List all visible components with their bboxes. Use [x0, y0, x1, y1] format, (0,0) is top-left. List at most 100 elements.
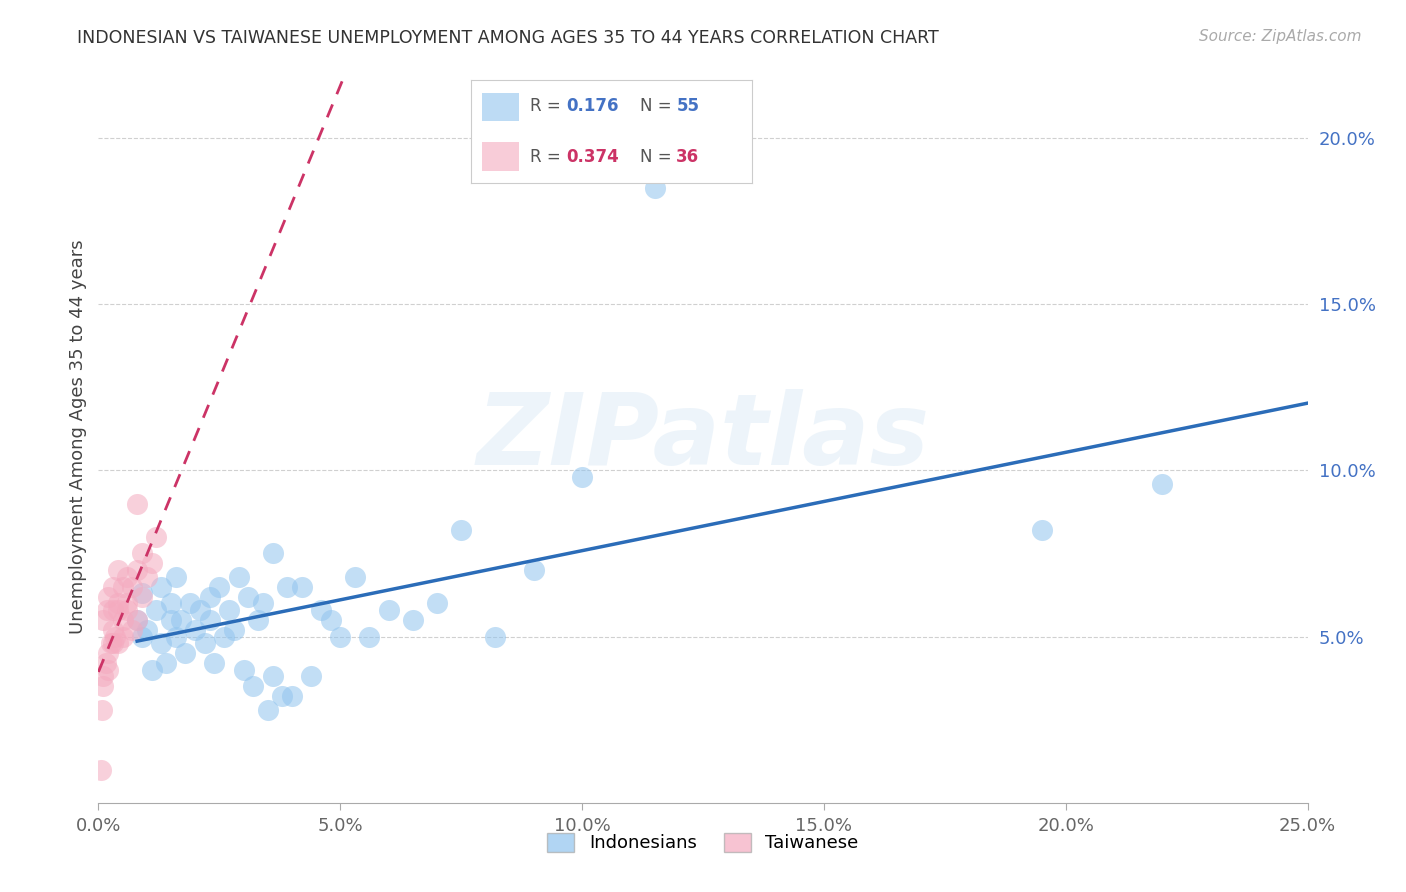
Point: [111, 580, 134, 594]
Point: [212, 630, 235, 644]
Point: [160, 596, 183, 610]
Point: [145, 530, 167, 544]
Point: [127, 497, 149, 511]
Point: [165, 570, 187, 584]
Point: [198, 613, 221, 627]
Point: [329, 630, 352, 644]
Point: [91, 703, 114, 717]
Point: [107, 596, 129, 610]
Point: [135, 623, 157, 637]
Point: [135, 570, 157, 584]
Point: [402, 613, 425, 627]
Point: [238, 590, 260, 604]
Text: 0.374: 0.374: [567, 148, 620, 166]
Point: [256, 703, 278, 717]
Point: [165, 630, 187, 644]
Point: [107, 603, 129, 617]
Point: [247, 613, 270, 627]
Legend: Indonesians, Taiwanese: Indonesians, Taiwanese: [540, 826, 866, 860]
Point: [111, 630, 134, 644]
Point: [160, 613, 183, 627]
Point: [101, 603, 124, 617]
Point: [377, 603, 399, 617]
Text: 36: 36: [676, 148, 699, 166]
Point: [194, 636, 217, 650]
Point: [97, 646, 120, 660]
Point: [174, 646, 197, 660]
Point: [94, 656, 117, 670]
Text: R =: R =: [530, 97, 567, 115]
Point: [96, 603, 118, 617]
Point: [198, 590, 221, 604]
Point: [131, 630, 153, 644]
Point: [155, 656, 177, 670]
Text: 0.176: 0.176: [567, 97, 619, 115]
Point: [100, 636, 122, 650]
Point: [450, 523, 472, 537]
Text: R =: R =: [530, 148, 567, 166]
Point: [101, 623, 124, 637]
Point: [117, 596, 139, 610]
Point: [218, 603, 240, 617]
Point: [242, 680, 264, 694]
Y-axis label: Unemployment Among Ages 35 to 44 years: Unemployment Among Ages 35 to 44 years: [69, 240, 87, 634]
Point: [523, 563, 546, 577]
Point: [90, 763, 112, 777]
Point: [104, 630, 127, 644]
Text: INDONESIAN VS TAIWANESE UNEMPLOYMENT AMONG AGES 35 TO 44 YEARS CORRELATION CHART: INDONESIAN VS TAIWANESE UNEMPLOYMENT AMO…: [77, 29, 939, 46]
Point: [111, 613, 134, 627]
Point: [91, 613, 114, 627]
Point: [208, 580, 231, 594]
Point: [262, 669, 284, 683]
Point: [131, 546, 153, 560]
Point: [97, 590, 120, 604]
Point: [271, 690, 294, 704]
Point: [309, 603, 332, 617]
Point: [299, 669, 322, 683]
Point: [204, 656, 226, 670]
Point: [1031, 523, 1053, 537]
Point: [145, 603, 167, 617]
Point: [141, 663, 163, 677]
Point: [184, 623, 207, 637]
Point: [232, 663, 254, 677]
Point: [276, 580, 298, 594]
Point: [262, 546, 284, 560]
Point: [127, 613, 149, 627]
Point: [188, 603, 211, 617]
Point: [107, 563, 129, 577]
Point: [319, 613, 342, 627]
Point: [91, 669, 114, 683]
Point: [222, 623, 245, 637]
Point: [101, 636, 124, 650]
Point: [141, 557, 163, 571]
Point: [127, 613, 149, 627]
Point: [127, 563, 149, 577]
Point: [131, 586, 153, 600]
Point: [426, 596, 449, 610]
Text: 55: 55: [676, 97, 699, 115]
Point: [117, 603, 139, 617]
Point: [359, 630, 381, 644]
Point: [252, 596, 274, 610]
Point: [1152, 476, 1174, 491]
Point: [343, 570, 366, 584]
Point: [290, 580, 312, 594]
Point: [91, 680, 114, 694]
FancyBboxPatch shape: [482, 93, 519, 121]
Point: [121, 580, 143, 594]
Text: N =: N =: [640, 97, 676, 115]
Point: [169, 613, 191, 627]
Point: [101, 580, 124, 594]
Text: N =: N =: [640, 148, 676, 166]
Text: Source: ZipAtlas.com: Source: ZipAtlas.com: [1198, 29, 1361, 44]
Point: [150, 636, 173, 650]
FancyBboxPatch shape: [482, 142, 519, 170]
Point: [571, 470, 593, 484]
Point: [131, 590, 153, 604]
Point: [97, 663, 120, 677]
Point: [644, 180, 666, 194]
Point: [121, 623, 143, 637]
Point: [107, 636, 129, 650]
Point: [228, 570, 250, 584]
